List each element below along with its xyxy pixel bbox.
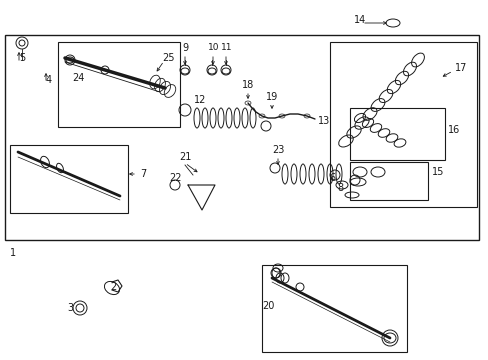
Bar <box>10 145 128 213</box>
Text: 14: 14 <box>353 15 366 25</box>
Bar <box>329 42 476 207</box>
Text: 25: 25 <box>162 53 174 63</box>
Text: 18: 18 <box>242 80 254 90</box>
Text: 4: 4 <box>46 75 52 85</box>
Text: 1: 1 <box>10 248 16 258</box>
Text: 11: 11 <box>221 44 232 53</box>
Text: 15: 15 <box>431 167 444 177</box>
Text: 3: 3 <box>67 303 73 313</box>
Text: 8: 8 <box>336 183 343 193</box>
Text: 16: 16 <box>447 125 459 135</box>
Text: 10: 10 <box>207 44 219 53</box>
Text: 23: 23 <box>271 145 284 155</box>
Text: 5: 5 <box>19 53 25 63</box>
Text: 9: 9 <box>182 43 188 53</box>
Text: 17: 17 <box>454 63 467 73</box>
Text: 7: 7 <box>140 169 146 179</box>
Bar <box>58 42 180 127</box>
Bar <box>262 265 406 352</box>
Text: 24: 24 <box>72 73 84 83</box>
Text: 2: 2 <box>110 282 116 292</box>
Bar <box>349 108 444 160</box>
Bar <box>349 162 427 200</box>
Text: 12: 12 <box>193 95 206 105</box>
Text: 6: 6 <box>328 173 334 183</box>
Text: 22: 22 <box>168 173 181 183</box>
Bar <box>5 35 478 240</box>
Text: 21: 21 <box>179 152 191 162</box>
Text: 20: 20 <box>262 301 274 311</box>
Text: 13: 13 <box>317 116 329 126</box>
Text: 19: 19 <box>265 92 278 102</box>
